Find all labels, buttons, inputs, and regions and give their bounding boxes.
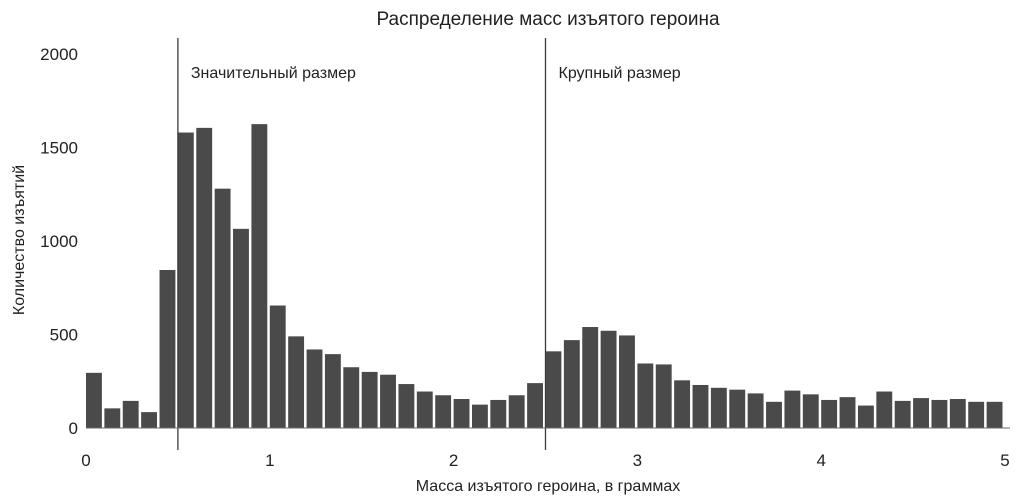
histogram-bar <box>710 387 727 428</box>
histogram-bar <box>931 399 948 428</box>
bars-group <box>86 124 1003 429</box>
threshold-lines: Значительный размер Крупный размер <box>177 38 681 450</box>
y-tick-label: 1000 <box>40 232 78 251</box>
y-tick-label: 1500 <box>40 139 78 158</box>
histogram-bar <box>582 327 599 428</box>
x-ticks: 0 1 2 3 4 5 <box>81 451 1009 470</box>
x-tick-label: 5 <box>1000 451 1009 470</box>
histogram-bar <box>398 384 415 428</box>
histogram-bar <box>619 335 635 428</box>
y-axis-label: Количество изъятий <box>11 165 28 315</box>
histogram-bar <box>343 367 360 428</box>
histogram-bar <box>876 391 893 428</box>
histogram-bar <box>674 380 691 428</box>
histogram-bar <box>104 408 121 428</box>
histogram-bar <box>269 305 286 428</box>
x-tick-label: 2 <box>449 451 458 470</box>
histogram-bar <box>766 401 782 428</box>
histogram-bar <box>122 400 139 428</box>
histogram-bar <box>324 354 341 428</box>
histogram-bar <box>177 132 194 429</box>
histogram-bar <box>233 228 249 428</box>
histogram-bar <box>508 395 525 428</box>
histogram-bar <box>159 269 176 428</box>
histogram-bar <box>453 399 470 428</box>
histogram-bar <box>857 405 874 428</box>
histogram-bar <box>471 404 488 429</box>
histogram-bar <box>380 374 396 428</box>
histogram-bar <box>894 400 911 428</box>
histogram-bar <box>251 124 268 429</box>
histogram-bar <box>214 188 231 428</box>
chart-title: Распределение масс изъятого героина <box>376 9 719 30</box>
histogram-bar <box>802 394 819 428</box>
histogram-bar <box>655 364 672 428</box>
histogram-bar <box>949 399 966 428</box>
threshold-label: Крупный размер <box>559 65 681 82</box>
histogram-bar <box>545 351 562 428</box>
histogram-bar <box>729 389 746 428</box>
histogram-bar <box>747 393 764 428</box>
histogram-bar <box>692 384 709 428</box>
x-tick-label: 0 <box>81 451 90 470</box>
histogram-bar <box>306 349 323 428</box>
histogram-bar <box>637 363 654 428</box>
histogram-bar <box>490 399 507 428</box>
histogram-bar <box>86 372 102 428</box>
x-tick-label: 1 <box>265 451 274 470</box>
histogram-bar <box>416 391 433 428</box>
y-tick-label: 2000 <box>40 45 78 64</box>
x-axis-label: Масса изъятого героина, в граммах <box>416 478 680 495</box>
histogram-bar <box>968 401 985 428</box>
x-tick-label: 4 <box>816 451 825 470</box>
histogram-bar <box>196 127 213 429</box>
histogram-bar <box>784 390 801 428</box>
histogram-bar <box>913 398 929 428</box>
y-tick-label: 500 <box>50 326 78 345</box>
histogram-bar <box>288 336 305 428</box>
threshold-label: Значительный размер <box>191 65 356 82</box>
y-tick-label: 0 <box>69 419 78 438</box>
histogram-bar <box>141 412 158 428</box>
histogram-bar <box>527 383 543 428</box>
histogram-bar <box>361 371 378 428</box>
histogram-bar <box>563 340 580 428</box>
histogram-bar <box>600 330 617 428</box>
histogram-bar <box>839 397 856 428</box>
x-tick-label: 3 <box>633 451 642 470</box>
histogram-bar <box>986 401 1003 428</box>
y-ticks: 0 500 1000 1500 2000 <box>40 45 78 438</box>
histogram-bar <box>821 399 838 428</box>
histogram-bar <box>435 395 452 428</box>
